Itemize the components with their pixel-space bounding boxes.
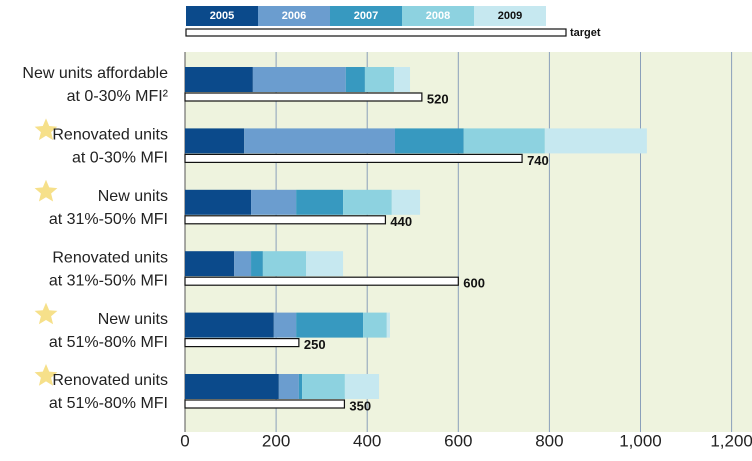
- target-bar: [184, 215, 387, 225]
- target-label: 740: [527, 153, 549, 168]
- target-label: 350: [349, 398, 371, 413]
- star-icon: [34, 364, 58, 386]
- legend-label: 2005: [210, 10, 234, 22]
- bar-segment: [185, 374, 279, 399]
- category-label: New units: [98, 188, 168, 205]
- target-bar: [184, 92, 423, 102]
- category-label: at 51%-80% MFI: [49, 334, 168, 351]
- target-bar: [184, 153, 523, 163]
- bar-segment: [252, 67, 346, 92]
- legend-swatch: [186, 6, 258, 26]
- bar-segment: [544, 128, 647, 154]
- star-icon: [34, 118, 58, 141]
- bar-segment: [273, 312, 297, 338]
- bar-segment: [244, 128, 395, 154]
- category-label: at 0-30% MFI: [72, 150, 168, 167]
- bar-segment: [296, 312, 364, 338]
- category-label: at 31%-50% MFI: [49, 272, 168, 289]
- target-label: 250: [304, 337, 326, 352]
- bar-segment: [344, 374, 380, 399]
- bar-segment: [262, 251, 307, 277]
- category-label: at 31%-50% MFI: [49, 211, 168, 228]
- category-label: Renovated units: [52, 372, 168, 389]
- target-bar: [184, 399, 346, 409]
- x-tick-label: 200: [262, 431, 290, 450]
- x-tick-label: 1,200: [710, 431, 752, 450]
- bar-segment: [185, 189, 252, 215]
- bar-segment: [463, 128, 545, 154]
- x-tick-label: 800: [535, 431, 563, 450]
- x-tick-label: 1,000: [619, 431, 662, 450]
- x-tick-label: 400: [353, 431, 381, 450]
- bar-segment: [234, 251, 252, 277]
- legend-label: 2007: [354, 10, 378, 22]
- category-label: New units: [98, 311, 168, 328]
- bar-segment: [278, 374, 299, 399]
- category-label: New units affordable: [22, 65, 168, 82]
- bar-segment: [185, 312, 274, 338]
- target-label: 440: [390, 214, 412, 229]
- bar-segment: [343, 189, 392, 215]
- star-icon: [34, 179, 58, 202]
- bar-segment: [251, 251, 263, 277]
- category-label: Renovated units: [52, 249, 168, 266]
- legend-label: 2009: [498, 10, 522, 22]
- target-bar: [184, 276, 459, 286]
- bar-segment: [298, 374, 303, 399]
- bar-segment: [185, 128, 245, 154]
- bar-segment: [302, 374, 345, 399]
- bar-segment: [306, 251, 344, 277]
- bar-segment: [185, 251, 235, 277]
- bar-segment: [394, 67, 411, 92]
- legend-target-swatch: [185, 28, 567, 37]
- legend-swatch: [330, 6, 402, 26]
- bar-segment: [364, 67, 395, 92]
- star-icon: [34, 302, 58, 325]
- category-label: at 0-30% MFI²: [67, 88, 169, 105]
- legend-swatch: [258, 6, 330, 26]
- bar-segment: [391, 189, 421, 215]
- bar-segment: [386, 312, 390, 338]
- bar-segment: [185, 67, 253, 92]
- bar-segment: [251, 189, 297, 215]
- bar-segment: [363, 312, 387, 338]
- legend-swatch: [402, 6, 474, 26]
- legend-label: 2008: [426, 10, 450, 22]
- bar-segment: [296, 189, 344, 215]
- target-label: 520: [427, 91, 449, 106]
- target-bar: [184, 338, 300, 348]
- legend-label: 2006: [282, 10, 306, 22]
- legend-label: target: [570, 27, 601, 39]
- legend-swatch: [474, 6, 546, 26]
- bar-segment: [345, 67, 365, 92]
- x-tick-label: 600: [444, 431, 472, 450]
- category-label: Renovated units: [52, 127, 168, 144]
- bar-segment: [394, 128, 464, 154]
- category-label: at 51%-80% MFI: [49, 395, 168, 412]
- plot-area: [185, 52, 752, 432]
- x-tick-label: 0: [180, 431, 189, 450]
- target-label: 600: [463, 276, 485, 291]
